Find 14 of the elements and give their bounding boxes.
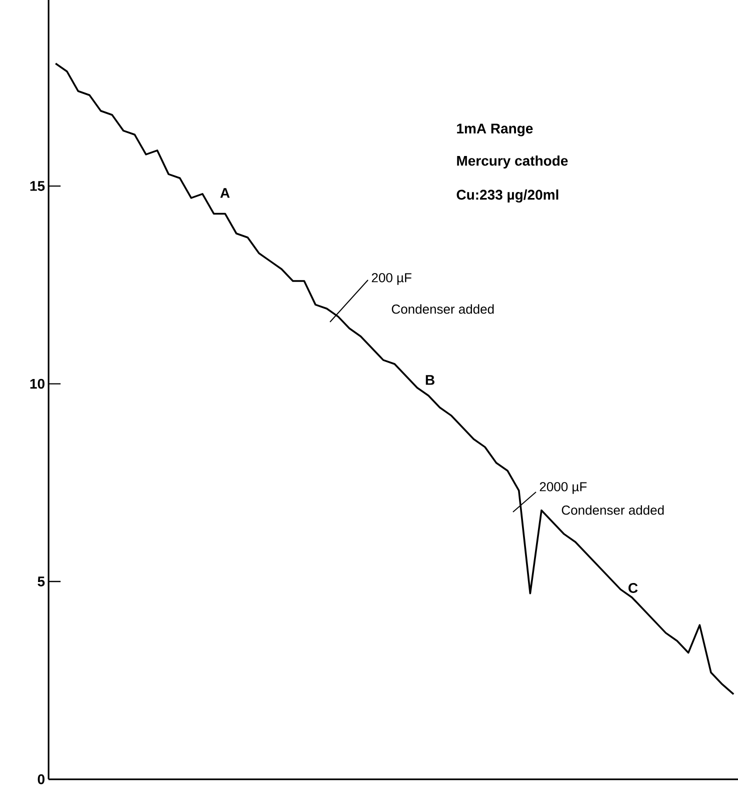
- annotation: Mercury cathode: [457, 155, 568, 169]
- annotation: C: [628, 583, 638, 593]
- annotation: A: [220, 188, 230, 198]
- y-tick-label: 5: [38, 576, 45, 586]
- y-tick-label: 15: [30, 181, 45, 191]
- annotation: Cu:233 µg/20ml: [456, 189, 558, 203]
- annotation: 1mA Range: [457, 124, 533, 136]
- annotation: Condenser added: [562, 505, 664, 515]
- annotation: 2000 µF: [540, 482, 587, 494]
- annotation: 200 µF: [372, 273, 412, 285]
- y-tick-label: 10: [30, 378, 44, 389]
- annotation: Condenser added: [392, 304, 494, 314]
- y-tick-label: 0: [38, 774, 44, 784]
- annotation: B: [426, 375, 434, 385]
